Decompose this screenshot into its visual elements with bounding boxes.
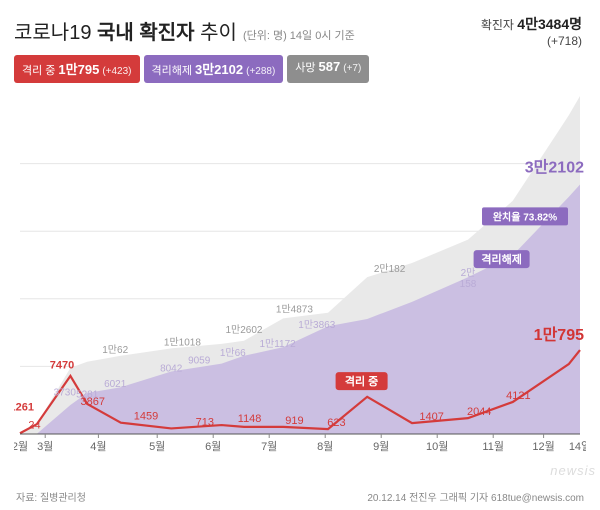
svg-text:919: 919 <box>285 415 303 427</box>
svg-text:3만2102: 3만2102 <box>525 158 584 176</box>
stat-badge: 격리해제3만2102(+288) <box>144 55 284 83</box>
trend-chart: 2월 3월 4월 5월 6월 7월 8월 9월 10월 11월 12월 14일 1만62 1만1018 1만… <box>14 96 586 456</box>
svg-text:8월: 8월 <box>317 440 333 453</box>
title-em: 국내 확진자 <box>97 22 195 44</box>
unit-label: (단위: 명) 14일 0시 기준 <box>243 27 355 43</box>
svg-text:9월: 9월 <box>373 440 389 453</box>
svg-text:2044: 2044 <box>467 406 491 418</box>
svg-text:6월: 6월 <box>205 440 221 453</box>
svg-text:3867: 3867 <box>81 396 105 408</box>
svg-text:1만1018: 1만1018 <box>164 336 201 348</box>
svg-text:7470: 7470 <box>50 359 74 371</box>
svg-text:1261: 1261 <box>14 401 34 413</box>
svg-text:9059: 9059 <box>188 356 211 367</box>
svg-text:14일: 14일 <box>569 439 586 453</box>
badge-row: 격리 중1만795(+423)격리해제3만2102(+288)사망587(+7) <box>14 55 586 83</box>
svg-text:1만66: 1만66 <box>220 347 246 359</box>
svg-text:1만2602: 1만2602 <box>225 324 262 336</box>
svg-text:2만: 2만 <box>461 267 476 279</box>
watermark: newsis <box>550 463 596 478</box>
svg-text:7월: 7월 <box>261 440 277 453</box>
footer-source: 자료: 질병관리청 <box>16 489 86 504</box>
svg-text:158: 158 <box>460 279 477 290</box>
confirmed-delta: (+718) <box>481 34 582 48</box>
svg-text:1148: 1148 <box>238 413 262 425</box>
svg-text:1407: 1407 <box>419 411 443 423</box>
svg-text:2월: 2월 <box>14 440 28 453</box>
svg-text:6021: 6021 <box>104 379 127 390</box>
stat-badge: 사망587(+7) <box>287 55 369 83</box>
confirmed-label: 확진자 <box>481 18 517 32</box>
svg-text:10월: 10월 <box>426 440 448 453</box>
svg-text:격리해제: 격리해제 <box>481 252 521 266</box>
svg-text:1만4873: 1만4873 <box>276 303 313 315</box>
stat-badge: 격리 중1만795(+423) <box>14 55 140 83</box>
title-post: 추이 <box>195 22 237 44</box>
svg-text:1만3863: 1만3863 <box>298 319 335 331</box>
svg-text:격리 중: 격리 중 <box>345 374 378 388</box>
confirmed-value: 4만3484명 <box>517 16 582 32</box>
svg-text:1만795: 1만795 <box>534 326 584 344</box>
svg-text:3730: 3730 <box>54 388 77 399</box>
page-title: 코로나19 국내 확진자 추이 <box>14 16 237 45</box>
svg-text:8042: 8042 <box>160 363 183 374</box>
svg-text:713: 713 <box>196 416 214 428</box>
svg-text:24: 24 <box>28 420 40 432</box>
svg-text:완치율 73.82%: 완치율 73.82% <box>493 210 557 223</box>
svg-text:1만1172: 1만1172 <box>259 338 296 350</box>
confirmed-total: 확진자 4만3484명 (+718) <box>481 14 582 48</box>
svg-text:623: 623 <box>327 417 345 429</box>
svg-text:12월: 12월 <box>532 440 554 453</box>
title-pre: 코로나19 <box>14 22 97 44</box>
svg-text:11월: 11월 <box>482 440 504 453</box>
footer: 자료: 질병관리청 20.12.14 전진우 그래픽 기자 618tue@new… <box>16 489 584 504</box>
svg-text:1459: 1459 <box>134 411 158 423</box>
svg-text:4월: 4월 <box>90 440 106 453</box>
svg-text:3월: 3월 <box>37 440 53 453</box>
svg-text:5월: 5월 <box>149 440 165 453</box>
svg-text:4121: 4121 <box>506 390 530 402</box>
svg-text:1만62: 1만62 <box>102 344 128 356</box>
svg-text:2만182: 2만182 <box>374 263 406 275</box>
footer-credit: 20.12.14 전진우 그래픽 기자 618tue@newsis.com <box>367 489 584 504</box>
